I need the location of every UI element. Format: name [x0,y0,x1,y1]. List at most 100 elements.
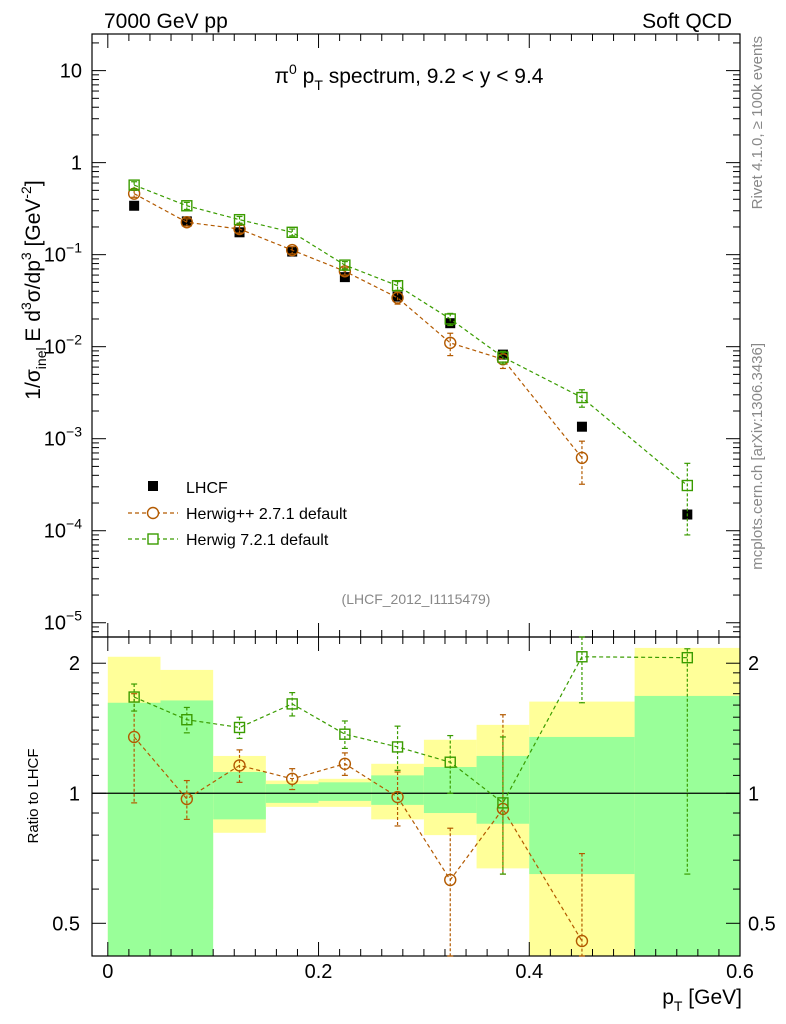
ylabel-part: ] [22,180,45,186]
y-tick-base: 10 [44,429,66,451]
data-point-herwigpp [575,451,589,465]
ratio-y-axis-label: Ratio to LHCF [25,748,42,843]
band-green [213,771,266,820]
ratio-y-tick-label: 2 [69,653,80,675]
data-point-herwigpp [391,790,404,804]
analysis-label: (LHCF_2012_I1115479) [342,591,491,607]
data-point-herwigpp [180,792,194,806]
xlabel-part: p [662,986,674,1009]
title-sub: T [314,77,323,93]
data-point-herwig7 [181,714,193,726]
data-point-herwig7 [286,226,298,238]
data-point-lhcf [445,318,456,329]
data-point-herwig7 [286,698,298,710]
data-point-herwig7 [497,797,509,809]
legend-marker-lhcf [148,481,158,491]
ratio-tick-labels: 0.5 0.5 1 1 2 2 0 0.2 0.4 0.6 [52,653,776,983]
data-point-herwigpp [575,934,589,948]
data-point-herwigpp [285,243,299,257]
ratio-bands [107,647,740,956]
data-point-lhcf [129,200,140,211]
ylabel-sup: -2 [18,186,34,199]
y-tick-label: 10−1 [44,240,82,267]
header-left: 7000 GeV pp [104,10,228,33]
data-point-herwig7 [128,691,140,703]
y-tick-exponent: −3 [66,424,82,440]
data-point-herwig7 [576,391,588,404]
y-tick-exponent: −1 [66,240,82,256]
title-part: π [275,65,290,88]
data-point-herwig7 [233,721,246,734]
title-part: p [297,65,315,88]
y-tick-label: 10 [60,61,82,83]
data-point-herwigpp [180,216,194,229]
band-green [529,736,635,875]
data-point-lhcf [287,246,298,257]
y-tick-label: 10−5 [44,608,82,635]
xlabel-sub: T [674,998,683,1014]
xlabel-part: [GeV] [682,986,742,1009]
band-green [160,700,214,956]
ratio-data-points [127,636,694,957]
x-tick-label: 0.6 [726,961,754,983]
data-point-herwigpp [444,873,457,887]
ylabel-part: [GeV [22,199,45,253]
legend-marker-herwig7 [147,533,159,545]
y-tick-label: 1 [71,153,82,175]
x-tick-label: 0 [102,961,113,983]
data-point-herwig7 [339,259,351,271]
data-point-herwigpp [285,772,299,786]
ylabel-part: E d [22,310,45,347]
legend-marker-herwigpp [146,506,160,520]
ratio-y-tick-label: 1 [69,783,80,805]
band-green [423,767,477,814]
ylabel-part: σ/dp [22,260,45,302]
y-tick-base: 10 [44,521,66,543]
data-point-herwig7 [128,179,140,191]
data-point-herwigpp [338,757,352,771]
series-line [133,184,688,486]
data-point-herwig7 [497,351,509,363]
ratio-plot-frame [91,636,741,957]
y-tick-label: 10−4 [44,516,82,543]
main-data-points [127,179,694,536]
ylabel-sub: inel [33,347,49,369]
x-tick-label: 0.2 [305,961,333,983]
ratio-axis-ticks [92,637,741,956]
data-point-herwigpp [233,759,246,772]
band-green [318,782,372,801]
ylabel-sup: 3 [18,302,34,310]
data-point-herwig7 [444,756,456,768]
y-tick-base: 1 [71,153,82,175]
data-point-herwig7 [391,279,404,292]
legend-label-herwig7: Herwig 7.2.1 default [186,532,329,549]
title-part: spectrum, 9.2 < y < 9.4 [323,65,544,88]
data-point-herwigpp [391,291,404,304]
x-tick-label: 0.4 [515,961,543,983]
y-tick-label: 10−3 [44,424,82,451]
mcplots-label: mcplots.cern.ch [arXiv:1306.3436] [749,343,766,570]
main-y-axis-label: 1/σinel E d3σ/dp3 [GeV-2] [18,180,49,399]
ratio-y-tick-label-right: 1 [748,783,759,805]
data-point-herwig7 [576,651,588,663]
y-tick-base: 10 [44,337,66,359]
ratio-y-tick-label: 0.5 [52,913,80,935]
data-point-herwigpp [338,265,352,278]
y-tick-exponent: −2 [66,332,82,348]
ratio-y-tick-label-right: 0.5 [748,913,776,935]
series-line [133,193,583,459]
chart-title: π0 pT spectrum, 9.2 < y < 9.4 [275,61,544,93]
data-point-herwig7 [391,741,404,753]
y-tick-exponent: −4 [66,516,82,532]
legend-label-lhcf: LHCF [186,480,228,497]
data-point-herwigpp [127,730,141,744]
data-point-herwig7 [444,313,456,325]
y-tick-base: 10 [44,613,66,635]
ylabel-sup: 3 [18,252,34,260]
ylabel-part: 1/σ [22,369,45,400]
data-point-herwig7 [681,479,694,492]
data-point-lhcf [576,421,587,432]
y-tick-exponent: −5 [66,608,82,624]
header-right: Soft QCD [642,10,732,33]
